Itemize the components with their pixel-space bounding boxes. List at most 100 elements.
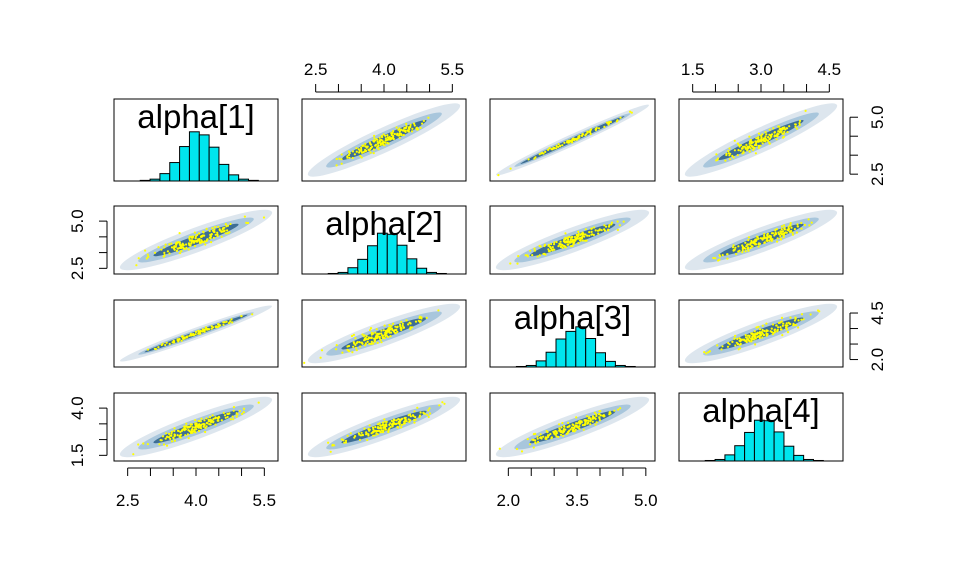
scatter-point	[194, 423, 197, 426]
scatter-point	[409, 125, 412, 128]
scatter-point	[376, 140, 379, 143]
scatter-point	[741, 248, 744, 252]
scatter-point	[178, 232, 181, 235]
scatter-point	[344, 439, 348, 442]
scatter-point	[540, 437, 543, 440]
scatter-point	[372, 152, 375, 155]
scatter-point	[753, 144, 757, 147]
histogram-bar	[188, 131, 200, 182]
scatter-point	[189, 425, 192, 428]
scatter-point	[218, 228, 221, 231]
tick-label: 2.5	[304, 60, 328, 79]
scatter-point	[561, 421, 564, 425]
scatter-point	[772, 127, 775, 130]
scatter-point	[207, 418, 210, 421]
scatter-point	[416, 406, 419, 409]
scatter-point	[222, 323, 225, 326]
scatter-point	[188, 235, 191, 238]
scatter-point	[608, 411, 612, 414]
diagonal-panel-1: alpha[1]	[113, 98, 279, 182]
scatter-point	[358, 438, 362, 441]
scatter-point	[584, 228, 588, 231]
scatter-point	[568, 429, 571, 432]
scatter-point	[741, 152, 744, 155]
scatter-point	[764, 135, 767, 138]
scatter-point	[563, 425, 566, 428]
scatter-point	[577, 242, 580, 245]
scatter-point	[533, 247, 536, 250]
scatter-point	[191, 426, 194, 429]
scatter-point	[609, 120, 613, 124]
scatter-point	[736, 342, 740, 346]
scatter-point	[765, 138, 768, 141]
scatter-point	[229, 222, 232, 226]
scatter-point	[396, 132, 399, 135]
scatter-point	[795, 127, 799, 130]
scatter-point	[408, 321, 411, 324]
scatter-point	[590, 230, 593, 233]
scatter-point	[217, 419, 220, 422]
scatter-point	[342, 439, 345, 442]
scatter-point	[372, 434, 375, 437]
scatter-point	[736, 154, 739, 157]
scatter-point	[182, 336, 185, 339]
scatter-point	[392, 418, 395, 421]
scatter-point	[169, 437, 172, 440]
scatter-point	[755, 235, 759, 238]
tick-label: 4.0	[184, 491, 208, 510]
scatter-point	[613, 409, 616, 412]
scatter-point	[758, 332, 761, 335]
scatter-point	[376, 145, 379, 148]
scatter-point	[598, 417, 601, 420]
scatter-point	[782, 135, 786, 138]
scatter-point	[754, 238, 757, 241]
scatter-point	[226, 232, 229, 235]
scatter-point	[201, 328, 204, 331]
scatter-point	[734, 334, 737, 337]
scatter-point	[194, 419, 197, 422]
scatter-point	[568, 240, 571, 243]
bottom-axis-col-1: 2.5 4.0 5.5	[116, 467, 276, 510]
scatter-point	[420, 317, 423, 320]
scatter-point	[572, 241, 575, 245]
tick-label: 5.0	[68, 209, 87, 233]
scatter-point	[242, 407, 246, 410]
scatter-point	[800, 227, 803, 230]
scatter-point	[616, 228, 620, 231]
scatter-point	[195, 240, 199, 243]
scatter-point	[178, 252, 182, 255]
scatter-point	[212, 421, 215, 424]
scatter-point	[373, 339, 377, 342]
scatter-point	[367, 336, 370, 340]
scatter-point	[543, 243, 547, 246]
scatter-point	[369, 151, 372, 154]
histogram-bar	[535, 360, 547, 368]
scatter-point	[389, 426, 392, 429]
tick-label: 4.0	[68, 396, 87, 420]
scatter-point	[319, 356, 322, 359]
scatter-point	[229, 320, 232, 323]
scatter-point	[216, 233, 219, 236]
scatter-point	[776, 135, 779, 138]
scatter-point	[399, 327, 402, 330]
scatter-point	[716, 344, 719, 347]
scatter-point	[744, 146, 747, 149]
scatter-point	[232, 409, 235, 412]
scatter-point	[185, 243, 188, 246]
scatter-point	[703, 351, 706, 354]
scatter-point	[401, 417, 404, 420]
scatter-point	[351, 150, 354, 153]
scatter-point	[405, 319, 408, 322]
scatter-point	[591, 415, 595, 418]
scatter-point	[177, 247, 180, 250]
scatter-point	[222, 321, 225, 324]
scatter-point	[559, 243, 563, 246]
scatter-point	[194, 333, 197, 336]
scatter-point	[168, 432, 171, 435]
scatter-point	[542, 152, 545, 155]
scatter-point	[555, 240, 558, 244]
scatter-point	[771, 238, 774, 241]
panel-frame	[113, 392, 279, 462]
scatter-point	[222, 411, 225, 414]
scatter-point	[407, 323, 410, 326]
